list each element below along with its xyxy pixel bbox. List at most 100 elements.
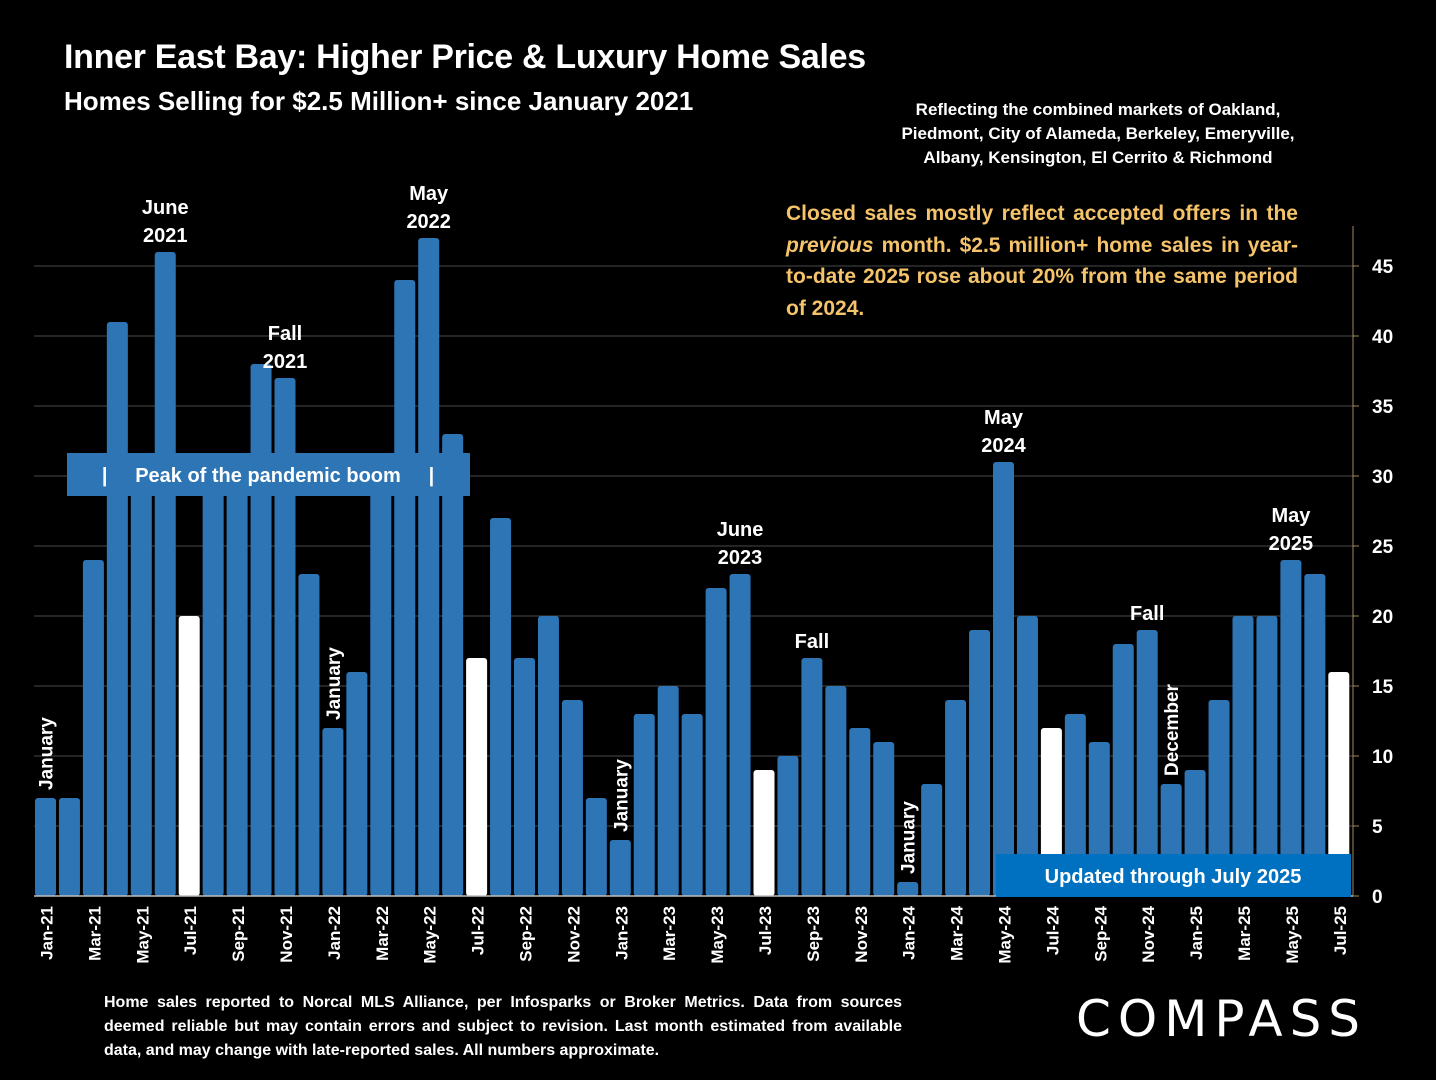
y-tick-label: 15 [1372,677,1394,698]
x-tick-label: Nov-24 [1139,905,1158,962]
bar [537,616,559,896]
x-tick-label: Jan-22 [325,906,344,960]
bar [346,672,368,896]
chart-title: Inner East Bay: Higher Price & Luxury Ho… [64,38,866,76]
annotation-label: June [142,197,189,219]
bar [897,882,919,896]
x-tick-label: Sep-24 [1091,905,1110,961]
annotation-label: December [1162,684,1183,776]
annotation-label: May [1271,505,1311,527]
annotation-label: January [611,759,632,832]
updated-badge-label: Updated through July 2025 [1045,866,1302,888]
bar [585,798,607,896]
annotation-label: May [409,183,449,205]
x-tick-label: May-25 [1283,906,1302,964]
bar [561,700,583,896]
y-tick-label: 30 [1372,467,1393,488]
bar [633,714,655,896]
x-tick-label: Jan-23 [612,906,631,960]
x-tick-label: Jul-25 [1331,906,1350,955]
annotation-label: June [717,519,764,541]
bar [202,476,224,896]
y-tick-label: 0 [1372,887,1383,908]
x-tick-label: Jul-23 [756,906,775,955]
bar [322,728,344,896]
x-tick-label: Jan-21 [38,906,57,960]
annotation-label: Fall [1130,603,1164,625]
x-tick-label: Jan-24 [900,905,919,959]
x-tick-label: May-21 [133,906,152,964]
bar [777,756,799,896]
annotation-label: January [324,647,345,720]
bar [1256,616,1278,896]
x-tick-label: Mar-22 [373,906,392,961]
bar [1064,714,1086,896]
bar [370,476,392,896]
y-tick-label: 45 [1372,257,1394,278]
bar [825,686,847,896]
bar-highlight [1328,672,1350,896]
x-tick-label: Jul-21 [181,906,200,955]
annotation-label: January [37,717,58,790]
annotation-label: 2025 [1269,533,1314,555]
x-tick-label: Jul-24 [1043,905,1062,955]
x-tick-label: Nov-21 [277,906,296,963]
bar [106,322,128,896]
peak-banner [67,453,470,496]
region-note: Reflecting the combined markets of Oakla… [901,100,1295,167]
x-tick-label: Sep-23 [804,906,823,962]
bar [609,840,631,896]
peak-banner-label: | Peak of the pandemic boom | [102,465,434,487]
y-tick-label: 10 [1372,747,1393,768]
bar [82,560,104,896]
bar [298,574,320,896]
bar [154,252,176,896]
x-tick-label: Mar-25 [1235,906,1254,961]
bar [849,728,871,896]
x-tick-label: Sep-22 [517,906,536,962]
callout-emphasis: previous [786,233,874,257]
bar [250,364,272,896]
y-tick-label: 40 [1372,327,1393,348]
bar [274,378,296,896]
annotation-label: 2024 [981,435,1026,457]
bar [1208,700,1230,896]
y-tick-label: 35 [1372,397,1394,418]
bar [921,784,943,896]
x-tick-label: Jan-25 [1187,906,1206,960]
bar-highlight [178,616,200,896]
annotation-label: Fall [795,631,829,653]
annotation-label: 2023 [718,547,763,569]
bar [35,798,56,896]
x-tick-label: May-23 [708,906,727,964]
bar [681,714,703,896]
bar [58,798,80,896]
bar [1280,560,1302,896]
x-tick-label: Sep-21 [229,906,248,962]
y-tick-label: 5 [1372,817,1383,838]
bar [945,700,967,896]
bar [1232,616,1254,896]
bar [969,630,991,896]
bar [130,476,152,896]
updated-badge [996,854,1351,897]
bar [705,588,727,896]
bar [729,574,751,896]
bar [514,658,535,896]
annotation-label: 2021 [263,351,308,373]
source-footnote: Home sales reported to Norcal MLS Allian… [104,994,902,1059]
bar [418,238,440,896]
compass-logo: COMPASS [1076,990,1368,1048]
bar [490,518,512,896]
x-tick-label: Mar-21 [85,906,104,961]
x-tick-label: Jul-22 [469,906,488,955]
annotation-label: 2021 [143,225,188,247]
callout-part-1: Closed sales mostly reflect accepted off… [786,202,1298,225]
y-tick-label: 25 [1372,537,1394,558]
x-tick-label: Mar-24 [948,905,967,960]
x-tick-label: Nov-22 [564,906,583,963]
x-tick-label: Nov-23 [852,906,871,963]
y-tick-label: 20 [1372,607,1393,628]
callout-part-2: month. $2.5 million+ home sales in year-… [786,233,1298,320]
